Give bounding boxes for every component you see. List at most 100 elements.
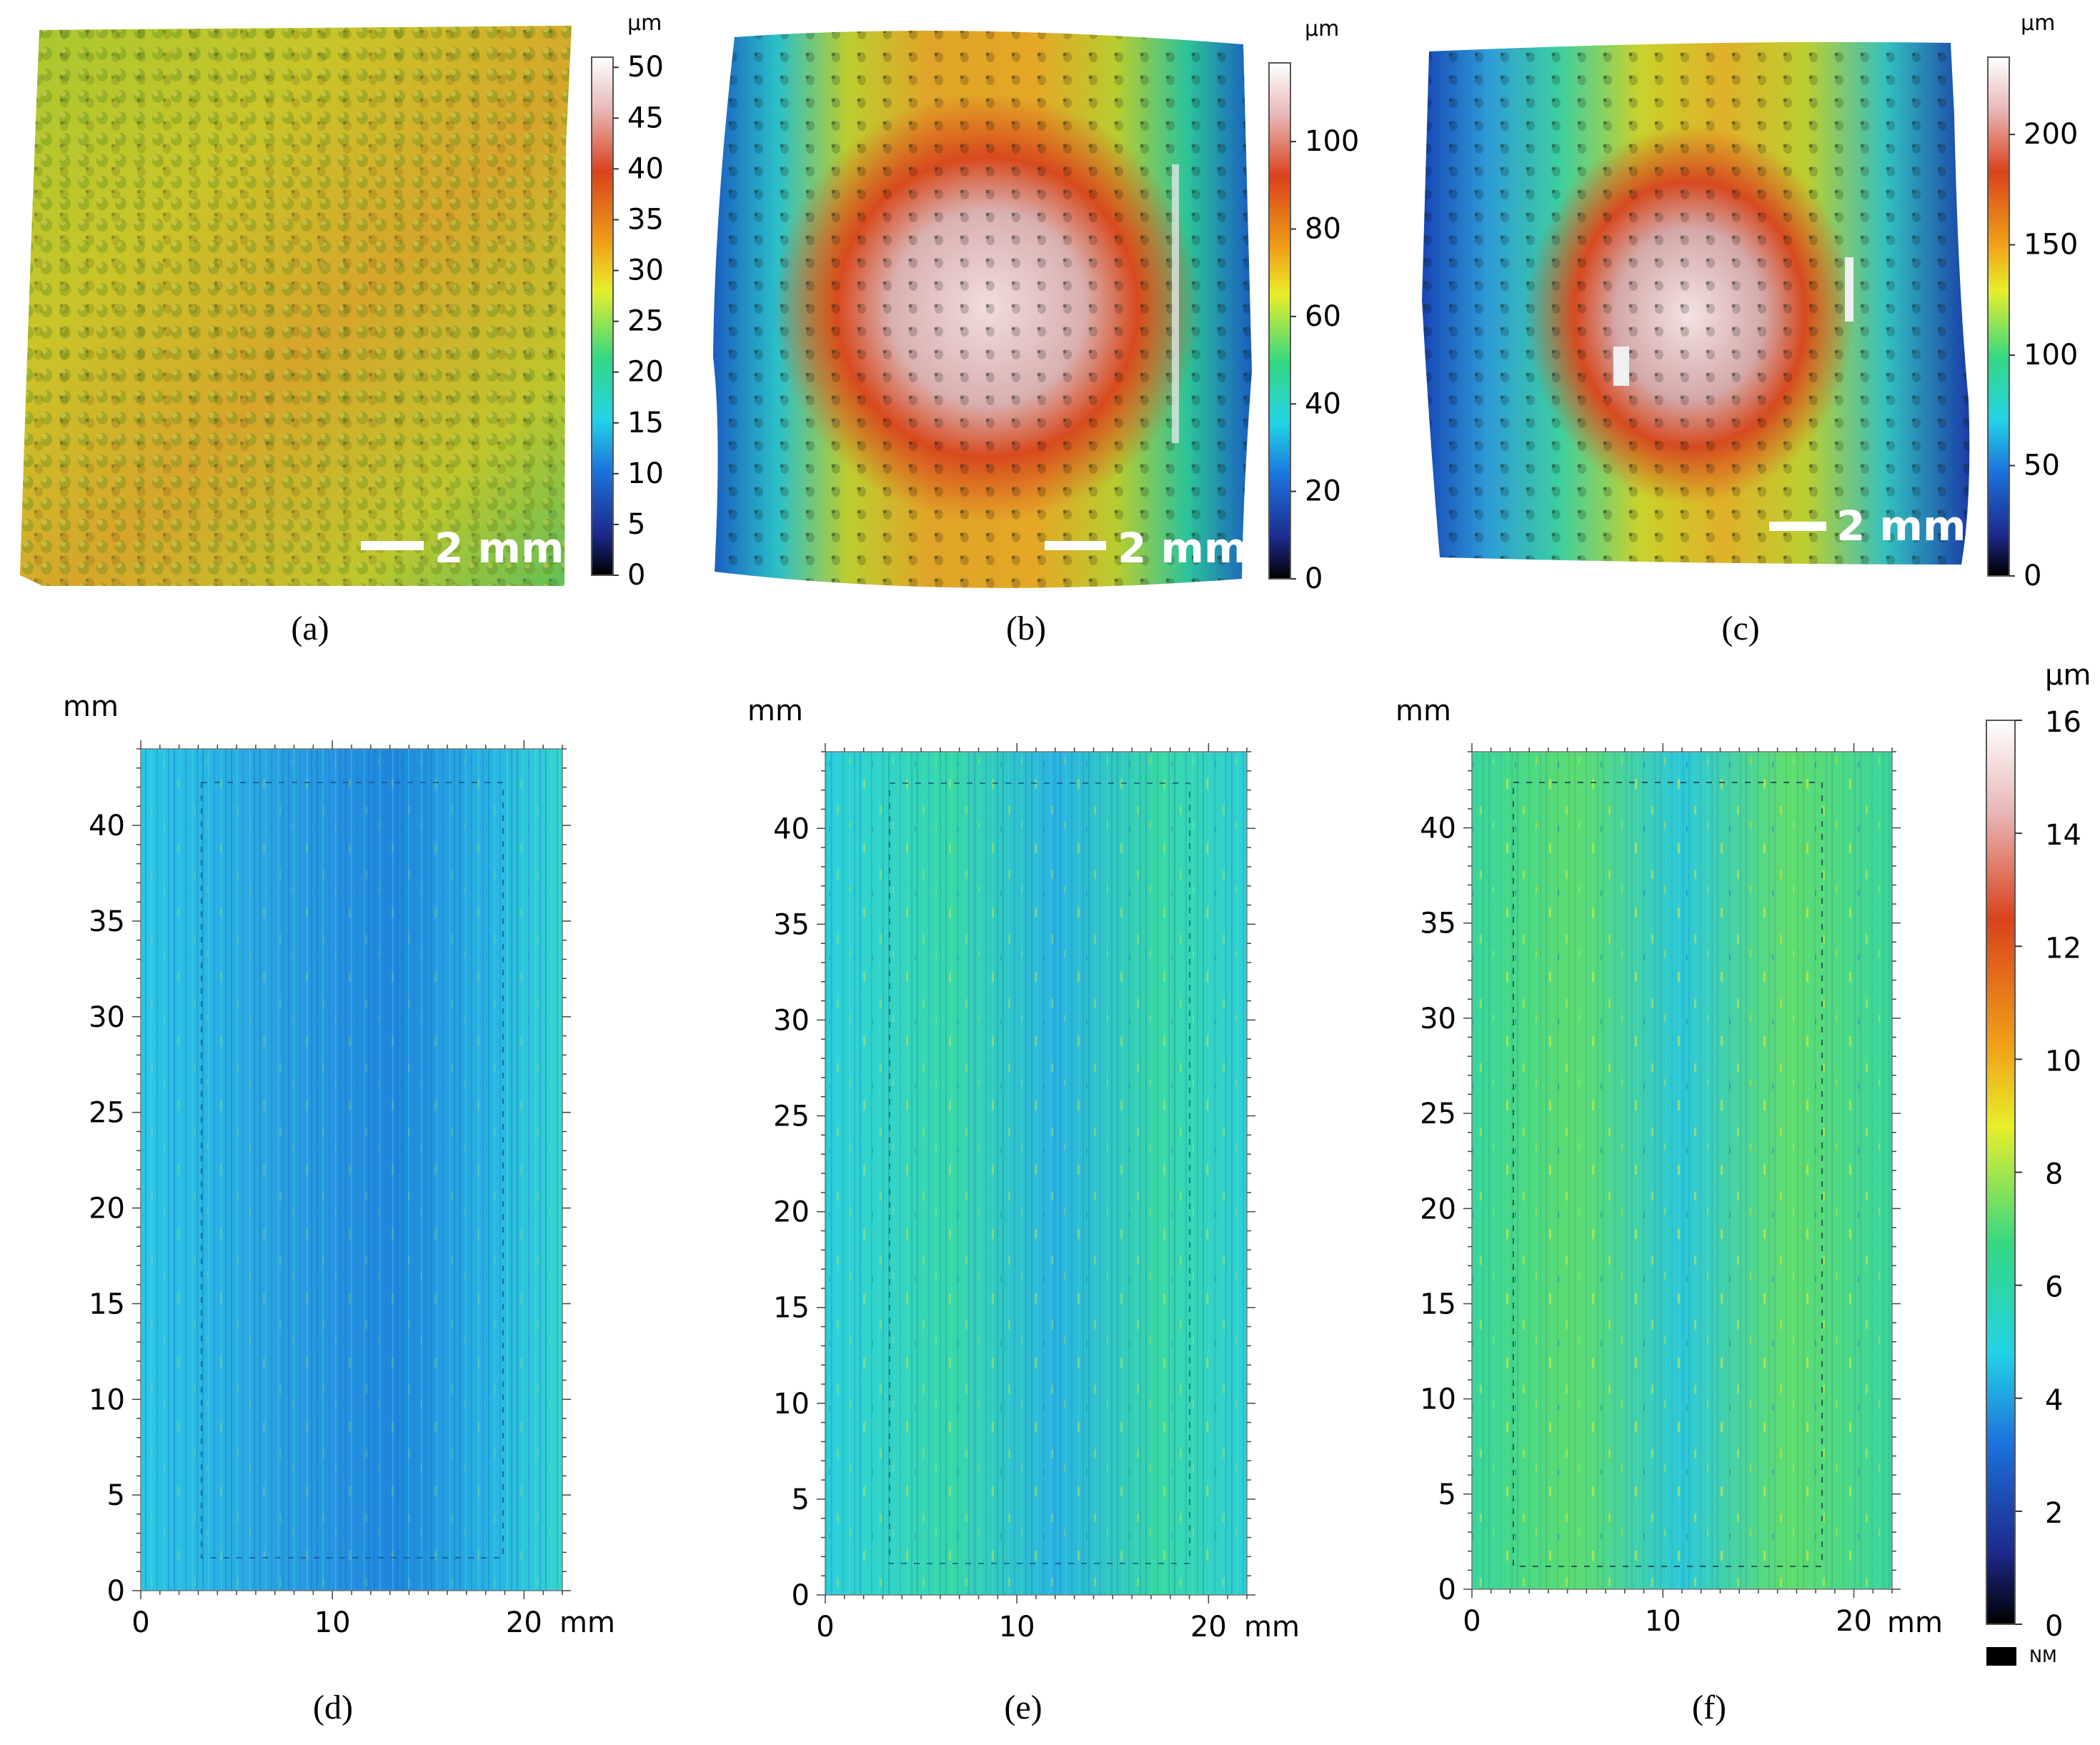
shared-tick-label: 12	[2045, 932, 2081, 965]
colorbar-tick-label: 50	[2024, 449, 2060, 482]
nm-label: NM	[2029, 1646, 2057, 1666]
colorbar-tick-label: 45	[627, 101, 664, 134]
y-tick-label: 30	[773, 1004, 810, 1037]
y-tick-label: 10	[773, 1388, 810, 1421]
panel-a-colorbar-ticks: 0 5 10 15 20 25 30 35 40 45 50	[613, 51, 664, 592]
colorbar-tick-label: 30	[627, 254, 664, 287]
panel-c-colorbar	[1987, 56, 2010, 577]
y-tick-label: 35	[89, 905, 125, 938]
x-tick-label: 20	[506, 1606, 542, 1639]
panel-a: 2 mm µm 0 5 10 15 20 25 30 35 40 45 50 (a)	[20, 11, 664, 647]
y-tick-label: 25	[1420, 1098, 1456, 1130]
x-tick-label: 0	[816, 1611, 834, 1644]
colorbar-tick-label: 100	[2024, 339, 2078, 372]
shared-tick-label: 6	[2045, 1271, 2063, 1304]
panel-d: mm 0 5 10 15 20 25 30 35 40 0 10 20 mm (d)	[63, 690, 615, 1726]
panel-c-caption: (c)	[1721, 610, 1759, 647]
y-tick-label: 0	[107, 1575, 125, 1608]
y-tick-label: 40	[1420, 812, 1456, 845]
y-tick-label: 0	[792, 1579, 810, 1612]
colorbar-tick-label: 50	[627, 51, 664, 84]
y-tick-label: 25	[89, 1097, 125, 1130]
shared-colorbar: µm 0 2 4 6 8 10 12 14 16 NM	[1986, 659, 2091, 1666]
y-tick-label: 25	[773, 1100, 810, 1133]
panel-a-colorbar	[591, 56, 614, 576]
colorbar-tick-label: 20	[627, 356, 664, 389]
colorbar-tick-label: 15	[627, 407, 664, 439]
y-tick-label: 30	[1420, 1003, 1456, 1035]
y-tick-label: 5	[792, 1483, 810, 1516]
panel-e: mm 0 5 10 15 20 25 30 35 40 0 10 20 mm (e)	[747, 695, 1300, 1726]
panel-f-caption: (f)	[1692, 1689, 1726, 1726]
shared-colorbar-unit: µm	[2045, 659, 2091, 692]
panel-b-colorbar	[1268, 62, 1291, 580]
y-tick-label: 20	[89, 1193, 125, 1226]
colorbar-tick-label: 20	[1305, 475, 1341, 508]
colorbar-tick-label: 80	[1305, 213, 1341, 246]
panel-c-colorbar-ticks: 0 50 100 150 200	[2009, 118, 2078, 592]
y-tick-label: 30	[89, 1001, 125, 1034]
y-tick-label: 5	[1438, 1478, 1456, 1511]
x-tick-label: 20	[1190, 1611, 1227, 1644]
panel-a-caption: (a)	[291, 610, 329, 647]
shared-colorbar-bar	[1986, 720, 2016, 1625]
panel-d-caption: (d)	[313, 1689, 353, 1726]
panel-b-scalebar-label: 2 mm	[1118, 524, 1247, 572]
panel-f-y-unit: mm	[1395, 695, 1451, 727]
colorbar-tick-label: 40	[627, 152, 664, 185]
colorbar-tick-label: 25	[627, 305, 664, 338]
shared-tick-label: 10	[2045, 1045, 2081, 1078]
x-tick-label: 0	[131, 1606, 149, 1639]
panel-c: 2 mm µm 0 50 100 150 200 (c)	[1422, 11, 2078, 647]
colorbar-tick-label: 10	[627, 457, 664, 490]
panel-c-colorbar-unit: µm	[2021, 11, 2055, 36]
y-tick-label: 35	[773, 908, 810, 941]
panel-b-colorbar-ticks: 0 20 40 60 80 100	[1290, 125, 1359, 595]
panel-e-axes: 0 5 10 15 20 25 30 35 40 0 10 20	[773, 743, 1255, 1644]
y-tick-label: 10	[89, 1383, 125, 1416]
y-tick-label: 40	[89, 810, 125, 842]
y-tick-label: 15	[773, 1292, 810, 1325]
colorbar-tick-label: 0	[627, 559, 645, 592]
panel-e-x-unit: mm	[1244, 1611, 1300, 1644]
colorbar-tick-label: 40	[1305, 387, 1341, 420]
panel-b-scalebar-line	[1045, 541, 1106, 550]
x-tick-label: 10	[314, 1606, 351, 1639]
y-tick-label: 15	[1420, 1288, 1456, 1321]
y-tick-label: 15	[89, 1288, 125, 1321]
y-tick-label: 35	[1420, 908, 1456, 940]
panel-d-y-unit: mm	[63, 690, 119, 723]
shared-tick-label: 16	[2045, 706, 2081, 739]
colorbar-tick-label: 150	[2024, 229, 2078, 262]
shared-tick-label: 2	[2045, 1497, 2063, 1530]
shared-tick-label: 0	[2045, 1610, 2063, 1643]
panel-b-caption: (b)	[1006, 610, 1046, 647]
panel-e-caption: (e)	[1004, 1689, 1042, 1726]
shared-tick-label: 14	[2045, 819, 2081, 852]
panel-f-axes: 0 5 10 15 20 25 30 35 40 0 10 20	[1420, 743, 1901, 1638]
panel-b-colorbar-unit: µm	[1305, 16, 1339, 41]
y-tick-label: 40	[773, 812, 810, 845]
y-tick-label: 20	[773, 1196, 810, 1229]
y-tick-label: 0	[1438, 1574, 1456, 1606]
panel-a-colorbar-unit: µm	[627, 11, 662, 36]
y-tick-label: 5	[107, 1479, 125, 1512]
x-tick-label: 0	[1463, 1605, 1481, 1638]
panel-f-x-unit: mm	[1887, 1606, 1943, 1639]
x-tick-label: 20	[1836, 1605, 1872, 1638]
y-tick-label: 10	[1420, 1383, 1456, 1416]
panel-f: mm 0 5 10 15 20 25 30 35 40 0 10 20 mm (f)	[1395, 695, 1943, 1726]
shared-tick-label: 4	[2045, 1384, 2063, 1417]
colorbar-tick-label: 0	[2024, 560, 2041, 592]
panel-a-scalebar-line	[361, 541, 424, 550]
panel-c-scalebar-line	[1769, 522, 1826, 531]
x-tick-label: 10	[999, 1611, 1035, 1644]
panel-b: 2 mm µm 0 20 40 60 80 100 (b)	[713, 16, 1359, 647]
nm-swatch	[1986, 1647, 2016, 1666]
panel-e-y-unit: mm	[747, 695, 803, 727]
shared-colorbar-ticks: 0 2 4 6 8 10 12 14 16	[2015, 706, 2081, 1643]
colorbar-tick-label: 60	[1305, 300, 1341, 333]
colorbar-tick-label: 100	[1305, 125, 1359, 158]
shared-tick-label: 8	[2045, 1158, 2063, 1191]
